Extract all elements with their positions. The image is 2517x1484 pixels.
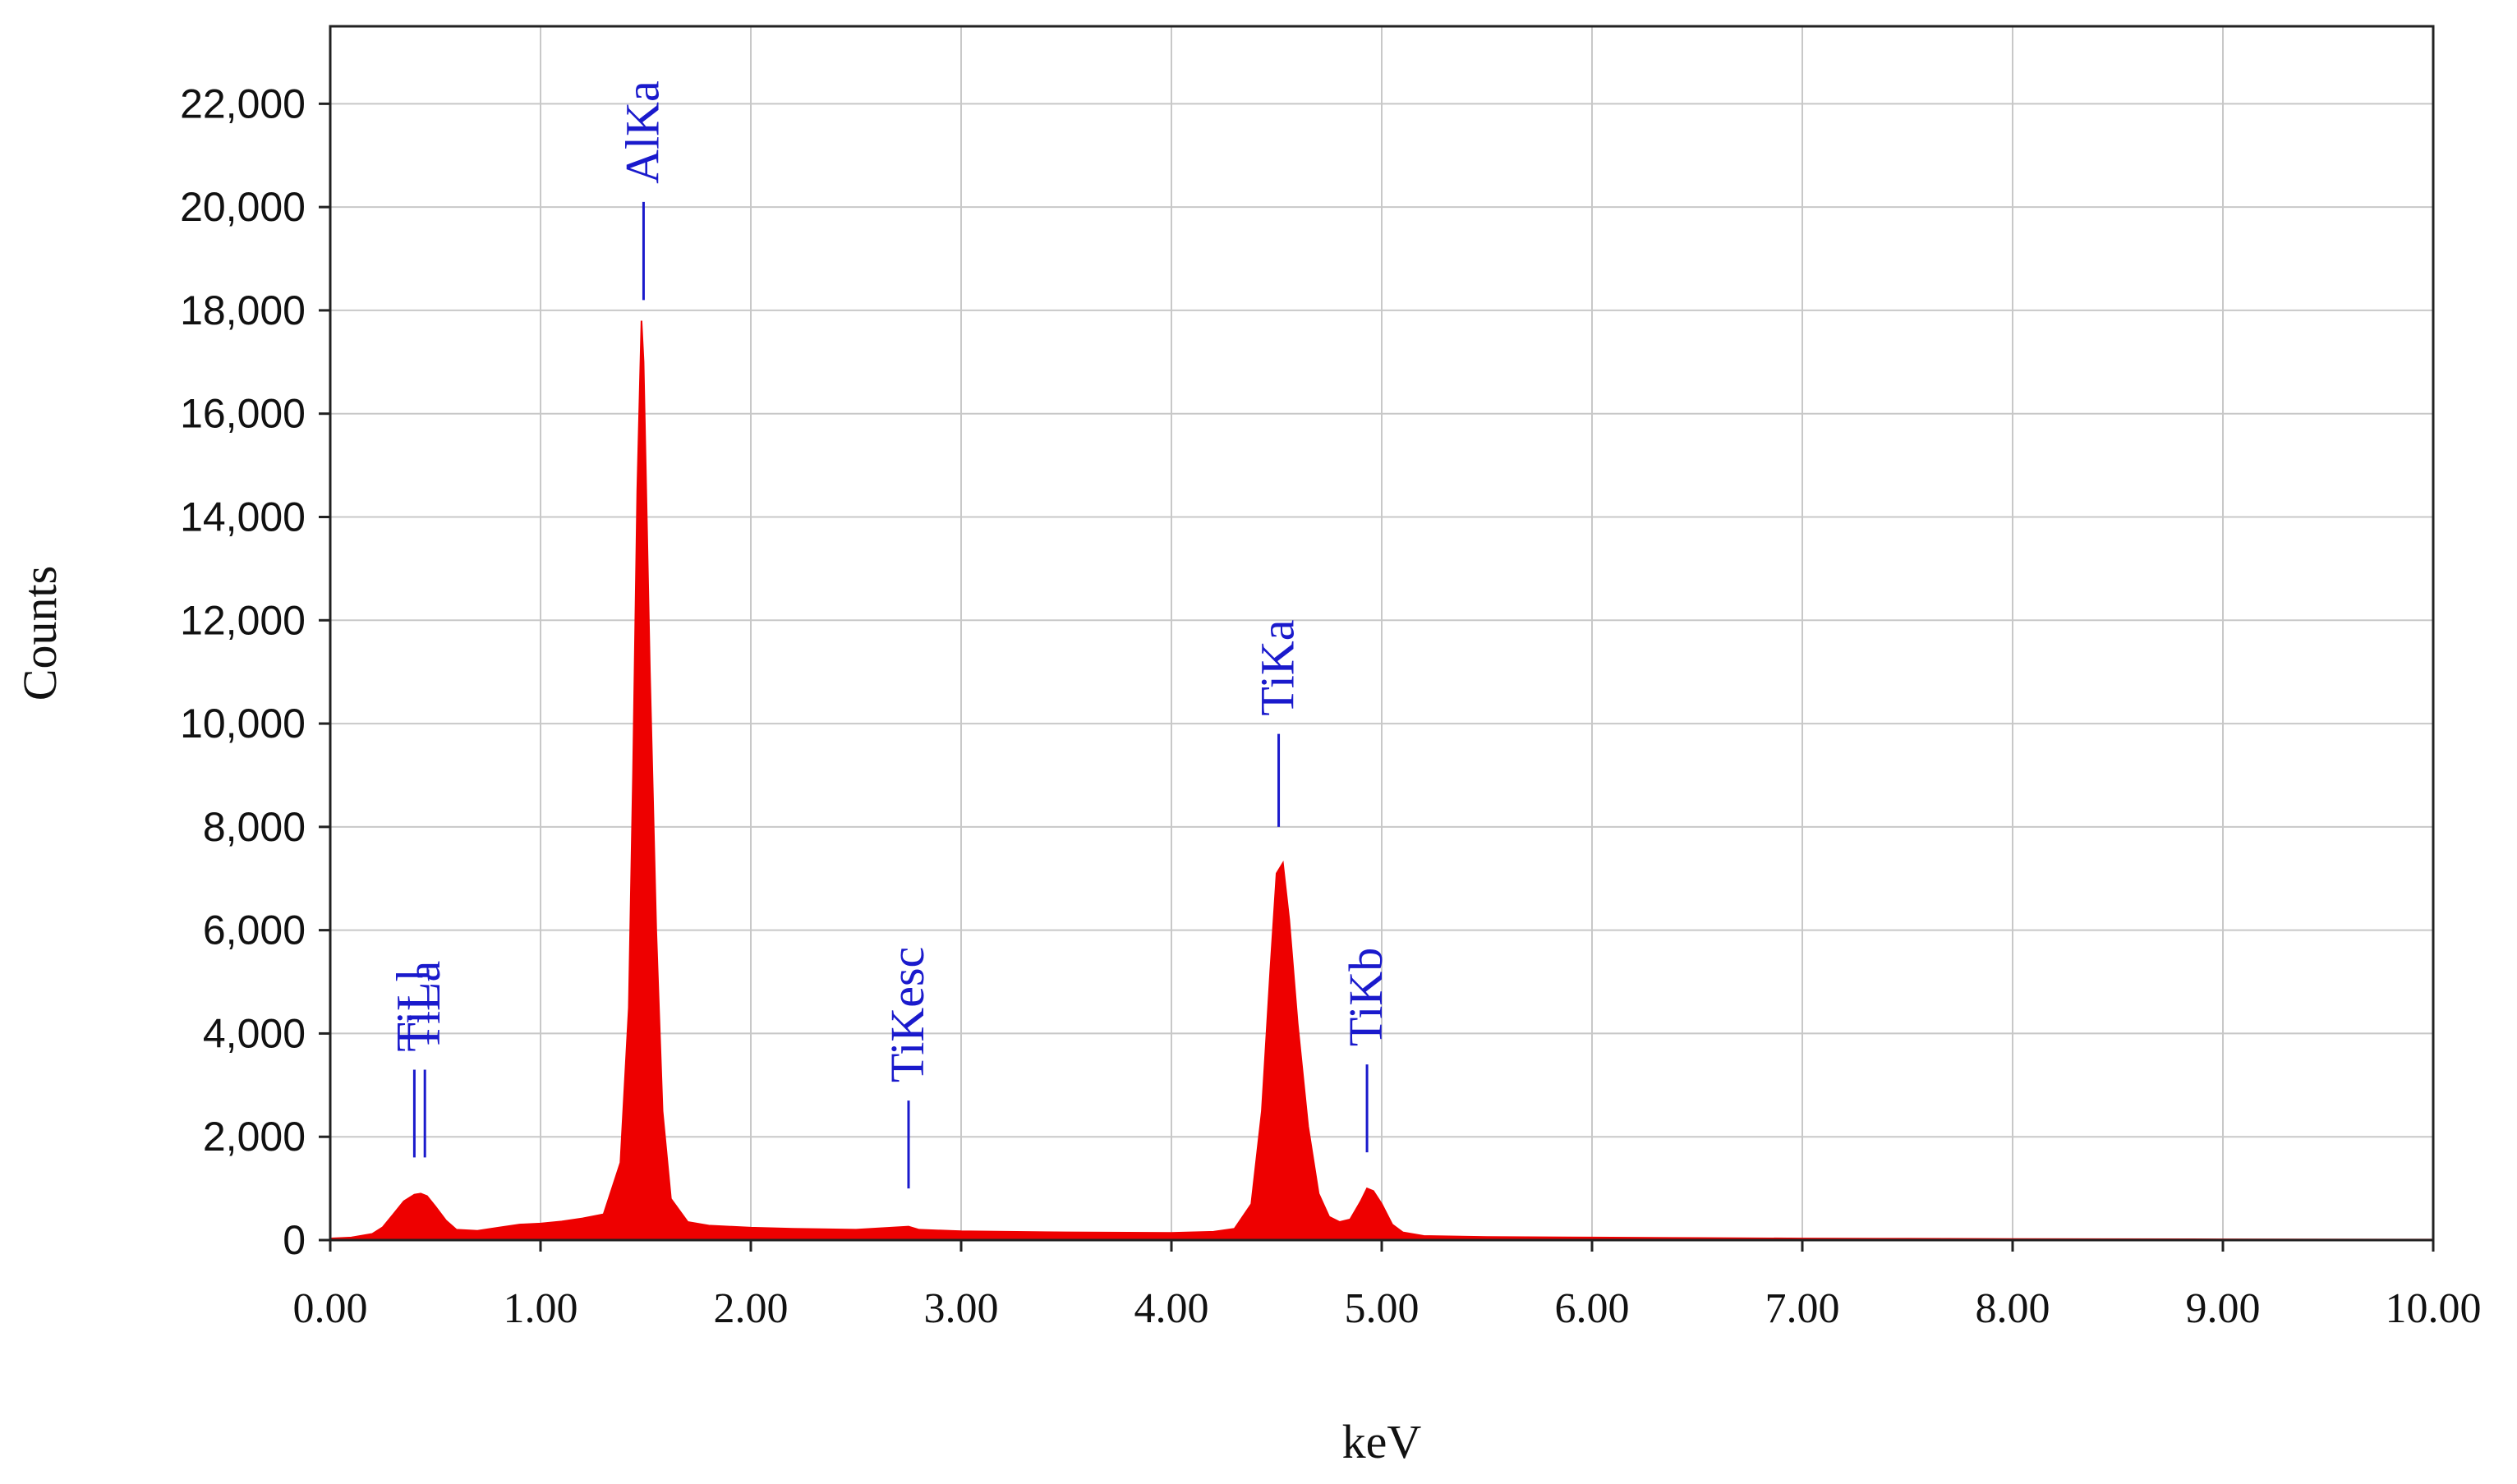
x-tick-label: 9.00 bbox=[2186, 1285, 2261, 1332]
peak-label: TiKa bbox=[1251, 620, 1305, 716]
y-tick-label: 10,000 bbox=[180, 701, 306, 747]
y-tick-label: 22,000 bbox=[180, 80, 306, 126]
x-tick-label: 6.00 bbox=[1555, 1285, 1630, 1332]
x-axis-label: keV bbox=[1342, 1415, 1422, 1468]
peak-label: AlKa bbox=[615, 80, 669, 184]
y-tick-label: 18,000 bbox=[180, 287, 306, 333]
x-tick-label: 10.00 bbox=[2386, 1285, 2482, 1332]
y-tick-label: 2,000 bbox=[203, 1114, 306, 1160]
x-tick-label: 7.00 bbox=[1765, 1285, 1840, 1332]
x-tick-label: 0.00 bbox=[293, 1285, 368, 1332]
spectrum-area bbox=[329, 320, 2434, 1241]
x-tick-label: 8.00 bbox=[1976, 1285, 2050, 1332]
x-tick-label: 3.00 bbox=[924, 1285, 999, 1332]
y-axis-ticks: 0 2,000 4,000 6,000 8,000 10,000 12,000 14,000 1… bbox=[180, 80, 330, 1263]
y-tick-label: 0 bbox=[283, 1217, 306, 1263]
y-tick-label: 16,000 bbox=[180, 391, 306, 437]
x-tick-label: 1.00 bbox=[504, 1285, 578, 1332]
y-tick-label: 4,000 bbox=[203, 1010, 306, 1056]
grid-lines bbox=[330, 26, 2433, 1240]
x-tick-label: 4.00 bbox=[1134, 1285, 1209, 1332]
peak-label: TiLl bbox=[386, 968, 439, 1051]
spectrum-series bbox=[329, 320, 2434, 1241]
y-axis-label: Counts bbox=[13, 566, 67, 701]
x-tick-label: 2.00 bbox=[714, 1285, 789, 1332]
y-tick-label: 20,000 bbox=[180, 184, 306, 230]
peak-label: TiKb bbox=[1339, 948, 1392, 1046]
x-axis-ticks: 0.00 1.00 2.00 3.00 4.00 5.00 6.00 7.00 8.00 9.00… bbox=[293, 1240, 2482, 1332]
y-tick-label: 12,000 bbox=[180, 597, 306, 643]
y-tick-label: 8,000 bbox=[203, 804, 306, 850]
peak-label: TiLa bbox=[397, 961, 450, 1052]
peak-label: TiKesc bbox=[881, 947, 934, 1082]
x-tick-label: 5.00 bbox=[1345, 1285, 1420, 1332]
y-tick-label: 14,000 bbox=[180, 494, 306, 540]
y-tick-label: 6,000 bbox=[203, 907, 306, 953]
